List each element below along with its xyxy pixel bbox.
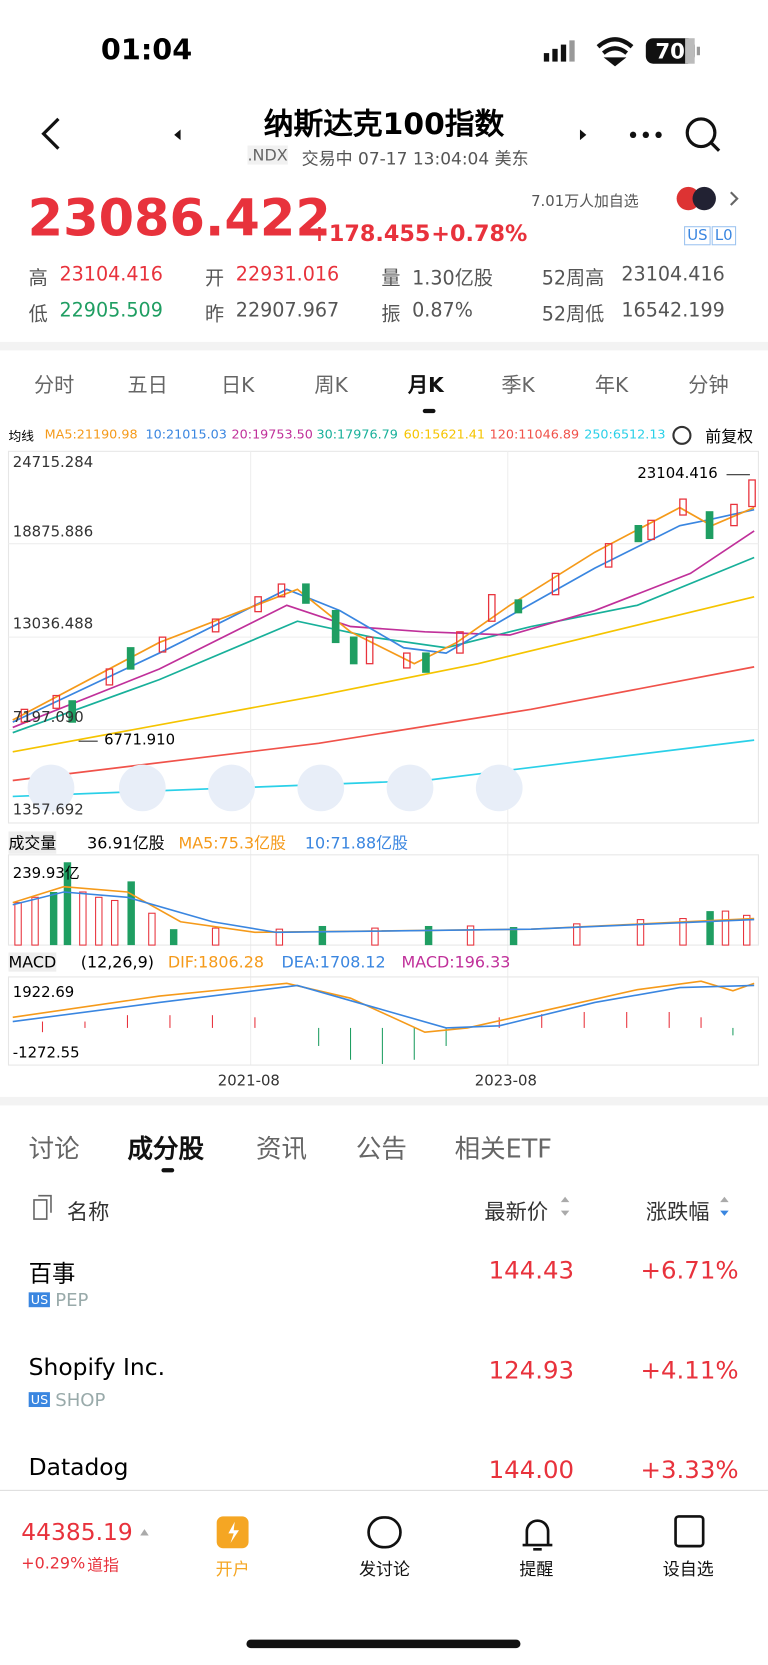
date: 2021-08 <box>217 1072 280 1090</box>
market-badge: US <box>28 1292 51 1308</box>
code: .NDX <box>247 145 288 165</box>
tab[interactable]: 公告 <box>355 1134 407 1164</box>
ma-item: 30:17976.79 <box>316 426 398 442</box>
low-mark: 6771.910 <box>104 731 176 749</box>
stat-label: 量 <box>381 267 401 290</box>
stat-label: 低 <box>28 303 48 327</box>
stock-name[interactable]: Shopify Inc. <box>28 1354 166 1382</box>
ma-item: MA5:21190.98 <box>44 426 138 442</box>
stat-value: 16542.199 <box>621 299 725 322</box>
dea: DEA:1708.12 <box>281 952 386 972</box>
index-value: 44385.19 <box>21 1519 133 1547</box>
stock-price: 144.43 <box>488 1257 575 1285</box>
stat-value: 22905.509 <box>59 299 163 322</box>
stock-name[interactable]: 百事 <box>28 1261 76 1289</box>
period-tab[interactable]: 周K <box>314 373 348 398</box>
battery: 70 <box>655 38 685 64</box>
macd-bottom: -1272.55 <box>12 1044 80 1062</box>
vol-ma10: 10:71.88亿股 <box>304 833 408 853</box>
vol-value: 36.91亿股 <box>87 833 165 853</box>
period-tab[interactable]: 分钟 <box>688 373 729 398</box>
period-tab[interactable]: 年K <box>594 373 629 398</box>
stat-value: 0.87% <box>412 299 473 322</box>
price-axis-label: 13036.488 <box>12 615 94 633</box>
price: 23086.422 <box>27 189 331 249</box>
vol-ma5: MA5:75.3亿股 <box>178 833 286 853</box>
stat-label: 昨 <box>205 303 225 327</box>
state: 交易中 07-17 13:04:04 美东 <box>301 148 529 169</box>
stock-change: +6.71% <box>640 1257 739 1285</box>
followers: 7.01万人加自选 <box>531 193 639 211</box>
stock-symbol: PEP <box>55 1290 89 1312</box>
change: +178.455 <box>310 220 431 247</box>
period-tab[interactable]: 季K <box>501 373 535 398</box>
tab[interactable]: 成分股 <box>127 1134 204 1164</box>
vol-axis: 239.93亿 <box>12 865 80 883</box>
action[interactable]: 开户 <box>215 1558 250 1580</box>
dif: DIF:1806.28 <box>167 952 264 972</box>
stock-symbol: SHOP <box>55 1390 106 1412</box>
ma-label: 均线 <box>8 429 35 444</box>
action[interactable]: 发讨论 <box>359 1558 411 1580</box>
time: 01:04 <box>100 33 193 67</box>
adjust[interactable]: 前复权 <box>705 426 754 446</box>
date: 2023-08 <box>474 1072 537 1090</box>
price-axis-label: 7197.090 <box>12 709 84 727</box>
col-name: 名称 <box>66 1198 110 1225</box>
col-change[interactable]: 涨跌幅 <box>645 1198 710 1225</box>
tab[interactable]: 资讯 <box>255 1134 307 1164</box>
macd-params: (12,26,9) <box>80 952 154 972</box>
stat-value: 23104.416 <box>59 263 163 286</box>
stat-label: 高 <box>28 267 48 290</box>
period-tab[interactable]: 日K <box>220 373 255 398</box>
stat-label: 振 <box>381 303 401 327</box>
tab[interactable]: 讨论 <box>28 1134 80 1164</box>
ma-item: 250:6512.13 <box>584 426 666 442</box>
col-price[interactable]: 最新价 <box>484 1198 549 1225</box>
action[interactable]: 提醒 <box>519 1558 554 1580</box>
stat-value: 22931.016 <box>235 263 340 286</box>
index-change: +0.29% <box>21 1553 86 1573</box>
price-axis-label: 1357.692 <box>12 801 84 819</box>
stock-price: 124.93 <box>488 1357 575 1385</box>
macd-top: 1922.69 <box>12 984 75 1002</box>
macd-value: MACD:196.33 <box>401 952 511 972</box>
badge: L0 <box>711 226 736 246</box>
ma-item: 60:15621.41 <box>403 426 485 442</box>
macd-label: MACD <box>8 952 57 972</box>
stock-change: +4.11% <box>640 1357 739 1385</box>
period-tab[interactable]: 五日 <box>127 373 168 398</box>
change-pct: +0.78% <box>431 220 528 247</box>
high-mark: 23104.416 <box>637 465 718 483</box>
stock-name[interactable]: Datadog <box>28 1454 129 1482</box>
stock-price: 144.00 <box>488 1456 575 1485</box>
ma-item: 20:19753.50 <box>231 426 313 442</box>
ma-item: 10:21015.03 <box>145 426 227 442</box>
stat-label: 52周高 <box>541 267 605 290</box>
action[interactable]: 设自选 <box>662 1558 714 1580</box>
ma-item: 120:11046.89 <box>489 426 580 442</box>
tab[interactable]: 相关ETF <box>454 1134 552 1164</box>
stat-value: 1.30亿股 <box>412 267 493 290</box>
vol-label: 成交量 <box>8 831 57 854</box>
stock-change: +3.33% <box>640 1456 739 1485</box>
period-tab[interactable]: 分时 <box>33 373 75 398</box>
period-tab[interactable]: 月K <box>407 373 444 398</box>
stat-value: 22907.967 <box>235 299 340 322</box>
stat-label: 52周低 <box>541 303 605 327</box>
price-axis-label: 24715.284 <box>12 454 94 472</box>
title: 纳斯达克100指数 <box>263 106 505 142</box>
price-axis-label: 18875.886 <box>12 523 94 541</box>
badge: US <box>684 226 711 246</box>
stat-value: 23104.416 <box>621 263 725 286</box>
market-badge: US <box>28 1392 51 1408</box>
stat-label: 开 <box>205 267 225 290</box>
index-name: 道指 <box>87 1555 119 1575</box>
